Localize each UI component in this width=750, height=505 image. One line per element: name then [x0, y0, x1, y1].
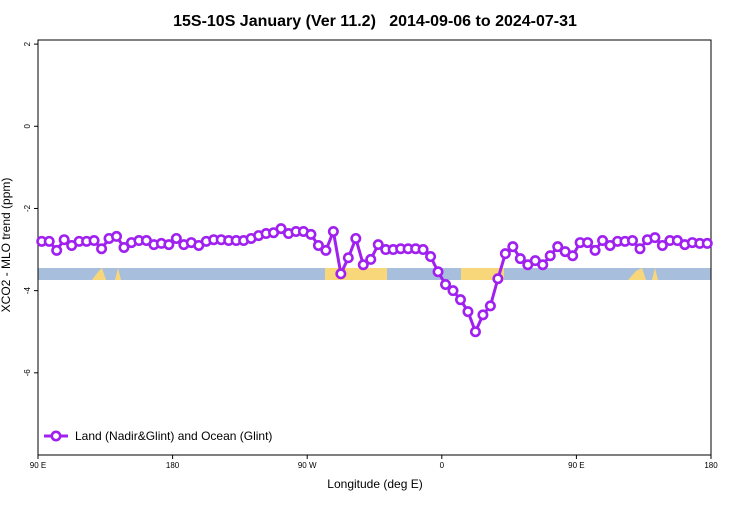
- data-point: [626, 235, 638, 247]
- y-tick-label: -2: [23, 204, 32, 212]
- data-point: [507, 241, 519, 253]
- y-tick-label: -4: [23, 287, 32, 295]
- data-point: [432, 266, 444, 278]
- data-point: [312, 239, 324, 251]
- data-point: [567, 250, 579, 262]
- data-point: [111, 230, 123, 242]
- data-point: [335, 268, 347, 280]
- x-tick-label: 90 E: [30, 461, 46, 470]
- data-point: [440, 278, 452, 290]
- y-tick-label: -6: [23, 369, 32, 377]
- data-point: [492, 273, 504, 285]
- data-point: [499, 248, 511, 260]
- data-point: [469, 326, 481, 338]
- data-point: [58, 234, 70, 246]
- data-point: [372, 239, 384, 251]
- data-point: [118, 242, 130, 254]
- data-point: [597, 235, 609, 247]
- x-axis-label: Longitude (deg E): [327, 477, 422, 491]
- data-point: [701, 237, 713, 249]
- data-point: [552, 241, 564, 253]
- data-point: [425, 251, 437, 263]
- data-point: [51, 244, 63, 256]
- data-point: [484, 300, 496, 312]
- data-point: [88, 235, 100, 247]
- data-point: [634, 243, 646, 255]
- data-point: [544, 250, 556, 262]
- plot-frame: [37, 39, 712, 456]
- data-point: [589, 244, 601, 256]
- data-point: [454, 294, 466, 306]
- y-tick-label: 2: [23, 41, 32, 46]
- legend-marker: [50, 430, 62, 442]
- y-axis-label: XCO2 - MLO trend (ppm): [0, 178, 13, 313]
- data-point: [365, 253, 377, 265]
- y-tick-label: 0: [23, 124, 32, 129]
- data-point: [320, 244, 332, 256]
- chart-title: 15S-10S January (Ver 11.2) 2014-09-06 to…: [173, 13, 577, 30]
- x-tick-label: 90 E: [568, 461, 584, 470]
- surface-band: [38, 268, 711, 280]
- data-point: [477, 309, 489, 321]
- legend-label: Land (Nadir&Glint) and Ocean (Glint): [75, 429, 272, 443]
- data-point: [447, 285, 459, 297]
- data-point: [582, 237, 594, 249]
- data-point: [649, 232, 661, 244]
- data-point: [342, 252, 354, 264]
- data-point: [417, 244, 429, 256]
- x-tick-label: 180: [166, 461, 180, 470]
- data-point: [656, 239, 668, 251]
- data-point: [96, 243, 108, 255]
- data-point: [357, 259, 369, 271]
- data-point: [462, 306, 474, 318]
- data-point: [327, 225, 339, 237]
- data-point: [170, 232, 182, 244]
- x-tick-label: 180: [704, 461, 718, 470]
- data-point: [305, 228, 317, 240]
- data-point: [514, 253, 526, 265]
- data-point: [43, 235, 55, 247]
- data-point: [275, 223, 287, 235]
- data-point: [163, 239, 175, 251]
- data-point: [350, 232, 362, 244]
- data-point: [537, 259, 549, 271]
- x-tick-label: 90 W: [298, 461, 317, 470]
- x-tick-label: 0: [440, 461, 445, 470]
